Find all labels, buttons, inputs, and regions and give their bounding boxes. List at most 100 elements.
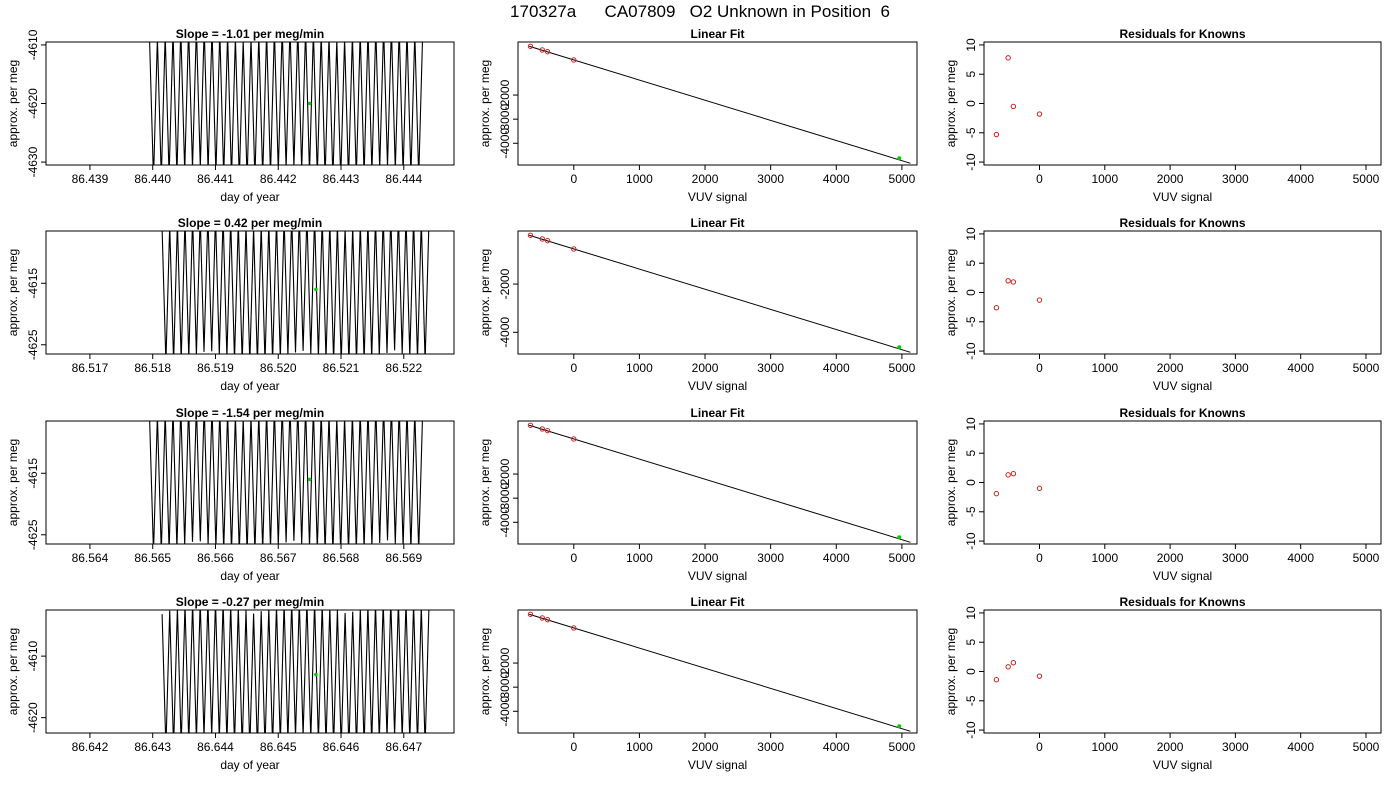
x-tick-label: 1000 <box>1091 361 1118 375</box>
y-tick-label: -2000 <box>498 647 512 678</box>
x-tick-label: 86.440 <box>134 172 171 186</box>
y-axis-label: approx. per meg <box>944 249 958 336</box>
known-point <box>539 615 545 621</box>
fit-line <box>529 424 911 543</box>
x-tick-label: 86.567 <box>260 551 297 565</box>
y-tick-label: -4000 <box>498 128 512 159</box>
x-tick-label: 1000 <box>1091 551 1118 565</box>
known-point <box>544 616 551 623</box>
x-tick-label: 4000 <box>823 361 850 375</box>
y-axis-label: approx. per meg <box>944 439 958 526</box>
y-tick-label: -3000 <box>498 483 512 514</box>
chart-title: Residuals for Knowns <box>1119 595 1245 609</box>
plot-area <box>993 660 1043 683</box>
x-tick-label: 0 <box>570 740 577 754</box>
x-tick-label: 4000 <box>1287 740 1314 754</box>
x-tick-label: 86.439 <box>72 172 109 186</box>
y-tick-label: -4625 <box>26 519 40 550</box>
fit-line <box>529 613 911 732</box>
x-tick-label: 1000 <box>1091 740 1118 754</box>
x-tick-label: 86.441 <box>197 172 234 186</box>
y-tick-label: -4630 <box>26 146 40 177</box>
x-axis-label: day of year <box>220 569 279 583</box>
x-tick-label: 4000 <box>1287 172 1314 186</box>
x-tick-label: 2000 <box>692 740 719 754</box>
plot-area <box>993 55 1043 138</box>
x-tick-label: 5000 <box>889 361 916 375</box>
x-axis-label: VUV signal <box>1153 758 1212 772</box>
chart-title: Slope = -1.01 per meg/min <box>176 27 324 41</box>
y-tick-label: -2000 <box>498 268 512 299</box>
known-point <box>527 232 534 238</box>
x-tick-label: 2000 <box>692 551 719 565</box>
x-tick-label: 0 <box>1036 551 1043 565</box>
x-axis-label: VUV signal <box>1153 190 1212 204</box>
known-point <box>1010 660 1017 666</box>
data-trace <box>149 421 423 544</box>
x-tick-label: 86.521 <box>323 361 360 375</box>
x-tick-label: 2000 <box>1157 740 1184 754</box>
panel-2-2: Linear Fit 0 1000 2000 3000 4000 5000 VUV signa… <box>478 216 918 393</box>
known-point <box>1010 471 1017 477</box>
known-point <box>993 131 1000 138</box>
y-axis-label: approx. per meg <box>478 628 492 715</box>
x-tick-label: 86.644 <box>197 740 234 754</box>
known-point <box>571 246 577 252</box>
unknown-point <box>897 535 902 540</box>
y-tick-label: -2000 <box>498 79 512 110</box>
x-axis-label: day of year <box>220 379 279 393</box>
y-tick-label: -5 <box>964 506 978 517</box>
plot-frame <box>983 41 1382 166</box>
x-tick-label: 1000 <box>626 740 653 754</box>
chart-title: Linear Fit <box>690 27 744 41</box>
y-tick-label: 10 <box>964 227 978 241</box>
x-tick-label: 5000 <box>1353 172 1380 186</box>
y-tick-label: -4620 <box>26 702 40 733</box>
x-tick-label: 3000 <box>757 740 784 754</box>
data-trace <box>149 42 423 165</box>
x-tick-label: 1000 <box>626 551 653 565</box>
x-tick-label: 3000 <box>757 172 784 186</box>
y-axis-label: approx. per meg <box>478 60 492 147</box>
plot-frame <box>983 420 1382 545</box>
panel-4-3: Residuals for Knowns 0 1000 2000 3000 4000 500… <box>944 595 1382 772</box>
y-axis-label: approx. per meg <box>478 249 492 336</box>
page-title: 170327a CA07809 O2 Unknown in Position 6 <box>510 2 890 21</box>
plot-area <box>161 231 430 354</box>
x-tick-label: 86.566 <box>197 551 234 565</box>
known-point <box>1036 297 1043 303</box>
x-tick-label: 3000 <box>1222 172 1249 186</box>
x-tick-label: 0 <box>1036 172 1043 186</box>
x-tick-label: 86.522 <box>385 361 422 375</box>
known-point <box>1010 279 1017 285</box>
y-tick-label: 0 <box>964 289 978 296</box>
known-point <box>571 436 577 442</box>
y-tick-label: -5 <box>964 316 978 327</box>
known-point <box>571 625 577 631</box>
panel-2-3: Residuals for Knowns 0 1000 2000 3000 4000 500… <box>944 216 1382 393</box>
x-tick-label: 4000 <box>823 172 850 186</box>
unknown-point <box>314 672 318 677</box>
x-tick-label: 4000 <box>823 551 850 565</box>
x-tick-label: 3000 <box>1222 361 1249 375</box>
unknown-point <box>897 724 902 729</box>
x-tick-label: 86.568 <box>323 551 360 565</box>
x-tick-label: 1000 <box>626 172 653 186</box>
plot-frame <box>983 230 1382 355</box>
y-axis-label: approx. per meg <box>6 628 20 715</box>
panel-3-1: Slope = -1.54 per meg/min 86.564 86.565 86.… <box>6 406 455 583</box>
x-tick-label: 86.518 <box>134 361 171 375</box>
x-axis-label: VUV signal <box>688 379 747 393</box>
y-axis-label: approx. per meg <box>478 439 492 526</box>
panel-1-2: Linear Fit 0 1000 2000 3000 4000 5000 VUV signa… <box>478 27 918 204</box>
y-tick-label: -4000 <box>498 696 512 727</box>
y-axis-label: approx. per meg <box>944 60 958 147</box>
known-point <box>539 236 545 242</box>
x-tick-label: 86.645 <box>260 740 297 754</box>
plot-area <box>161 610 430 733</box>
x-tick-label: 0 <box>1036 361 1043 375</box>
y-tick-label: -4620 <box>26 88 40 119</box>
known-point <box>1005 472 1011 478</box>
x-tick-label: 86.569 <box>385 551 422 565</box>
